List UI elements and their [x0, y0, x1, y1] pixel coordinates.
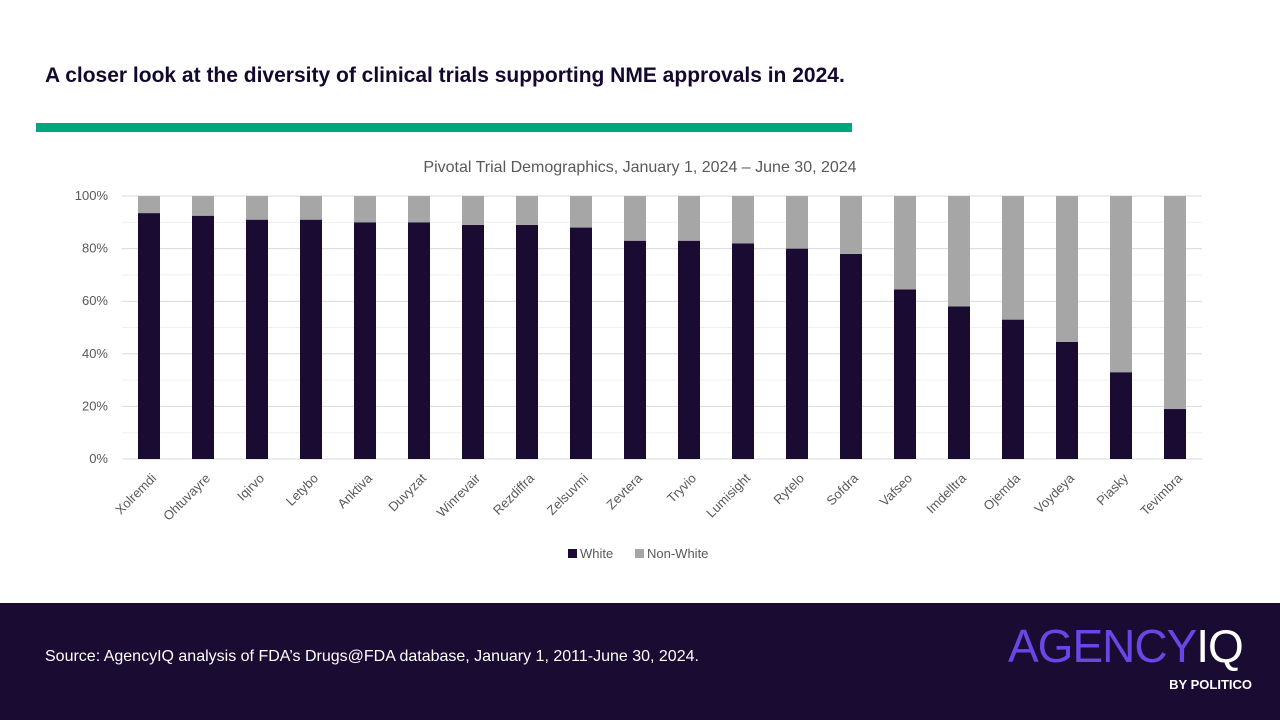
- bar-white: [1056, 341, 1078, 459]
- bar-white: [894, 289, 916, 459]
- chart-legend: White Non-White: [568, 546, 708, 561]
- bar-white: [1164, 409, 1186, 459]
- logo-agency-text: AGENCY: [1008, 620, 1197, 672]
- bar-non-white: [192, 196, 214, 216]
- bar-white: [300, 219, 322, 459]
- bar-non-white: [138, 196, 160, 214]
- x-category-label: Lumisight: [703, 470, 753, 520]
- bar-non-white: [462, 196, 484, 225]
- x-category-label: Rytelo: [770, 471, 807, 508]
- bar-non-white: [408, 196, 430, 223]
- legend-label: White: [580, 546, 613, 561]
- bar-white: [1002, 319, 1024, 459]
- x-category-label: Ohtuvayre: [160, 471, 213, 524]
- bar-white: [786, 248, 808, 459]
- legend-swatch: [635, 549, 644, 558]
- bar-non-white: [246, 196, 268, 220]
- x-category-label: Rezdiffra: [490, 470, 538, 518]
- bar-non-white: [1056, 196, 1078, 342]
- footer: Source: AgencyIQ analysis of FDA’s Drugs…: [0, 603, 1280, 720]
- accent-divider: [36, 123, 852, 132]
- y-tick-label: 60%: [82, 293, 108, 308]
- bar-white: [624, 240, 646, 459]
- x-category-label: Ojemda: [980, 470, 1023, 513]
- x-category-label: Zelsuvmi: [544, 470, 591, 517]
- bar-white: [408, 222, 430, 459]
- bar-non-white: [1110, 196, 1132, 373]
- bar-white: [948, 306, 970, 459]
- bar-non-white: [300, 196, 322, 220]
- y-tick-label: 0%: [89, 451, 108, 466]
- x-category-label: Duvyzat: [385, 470, 429, 514]
- bar-white: [840, 253, 862, 459]
- logo-byline: BY POLITICO: [1169, 677, 1252, 692]
- x-category-label: Vafseo: [877, 471, 916, 510]
- y-tick-label: 40%: [82, 346, 108, 361]
- bar-white: [516, 224, 538, 459]
- bar-non-white: [1164, 196, 1186, 410]
- bar-white: [678, 240, 700, 459]
- bar-non-white: [354, 196, 376, 223]
- y-tick-label: 100%: [75, 188, 109, 203]
- bar-non-white: [516, 196, 538, 225]
- bar-white: [462, 224, 484, 459]
- bar-white: [138, 213, 160, 459]
- bar-white: [570, 227, 592, 459]
- x-category-label: Sofdra: [823, 470, 861, 508]
- bar-non-white: [624, 196, 646, 241]
- bar-non-white: [732, 196, 754, 244]
- x-category-label: Anktiva: [334, 470, 375, 511]
- bar-white: [732, 243, 754, 459]
- x-category-label: Xolremdi: [112, 470, 159, 517]
- page-title: A closer look at the diversity of clinic…: [45, 64, 845, 87]
- x-category-label: Zevtera: [603, 470, 645, 512]
- bar-white: [354, 222, 376, 459]
- x-category-label: Winrevair: [434, 470, 484, 520]
- x-category-label: Iqirvo: [234, 471, 267, 504]
- bar-non-white: [786, 196, 808, 249]
- x-category-label: Tryvio: [664, 471, 699, 506]
- bar-white: [192, 215, 214, 459]
- y-tick-label: 20%: [82, 398, 108, 413]
- bar-non-white: [678, 196, 700, 241]
- bar-white: [246, 219, 268, 459]
- bar-non-white: [840, 196, 862, 254]
- legend-swatch: [568, 549, 577, 558]
- x-category-label: Piasky: [1093, 470, 1131, 508]
- chart-title: Pivotal Trial Demographics, January 1, 2…: [423, 159, 856, 176]
- logo-iq-text: IQ: [1196, 620, 1244, 672]
- x-category-label: Voydeya: [1031, 470, 1077, 516]
- agencyiq-logo: AGENCYIQ BY POLITICO: [1008, 621, 1258, 711]
- bar-non-white: [948, 196, 970, 307]
- source-note: Source: AgencyIQ analysis of FDA’s Drugs…: [45, 648, 699, 665]
- x-category-label: Imdelltra: [923, 470, 969, 516]
- bar-non-white: [1002, 196, 1024, 320]
- bar-non-white: [894, 196, 916, 290]
- bar-white: [1110, 372, 1132, 459]
- y-tick-label: 80%: [82, 241, 108, 256]
- stacked-bar-chart: Pivotal Trial Demographics, January 1, 2…: [75, 159, 1202, 561]
- x-category-label: Tevimbra: [1137, 470, 1185, 518]
- bar-non-white: [570, 196, 592, 228]
- x-category-label: Letybo: [283, 471, 321, 509]
- legend-label: Non-White: [647, 546, 708, 561]
